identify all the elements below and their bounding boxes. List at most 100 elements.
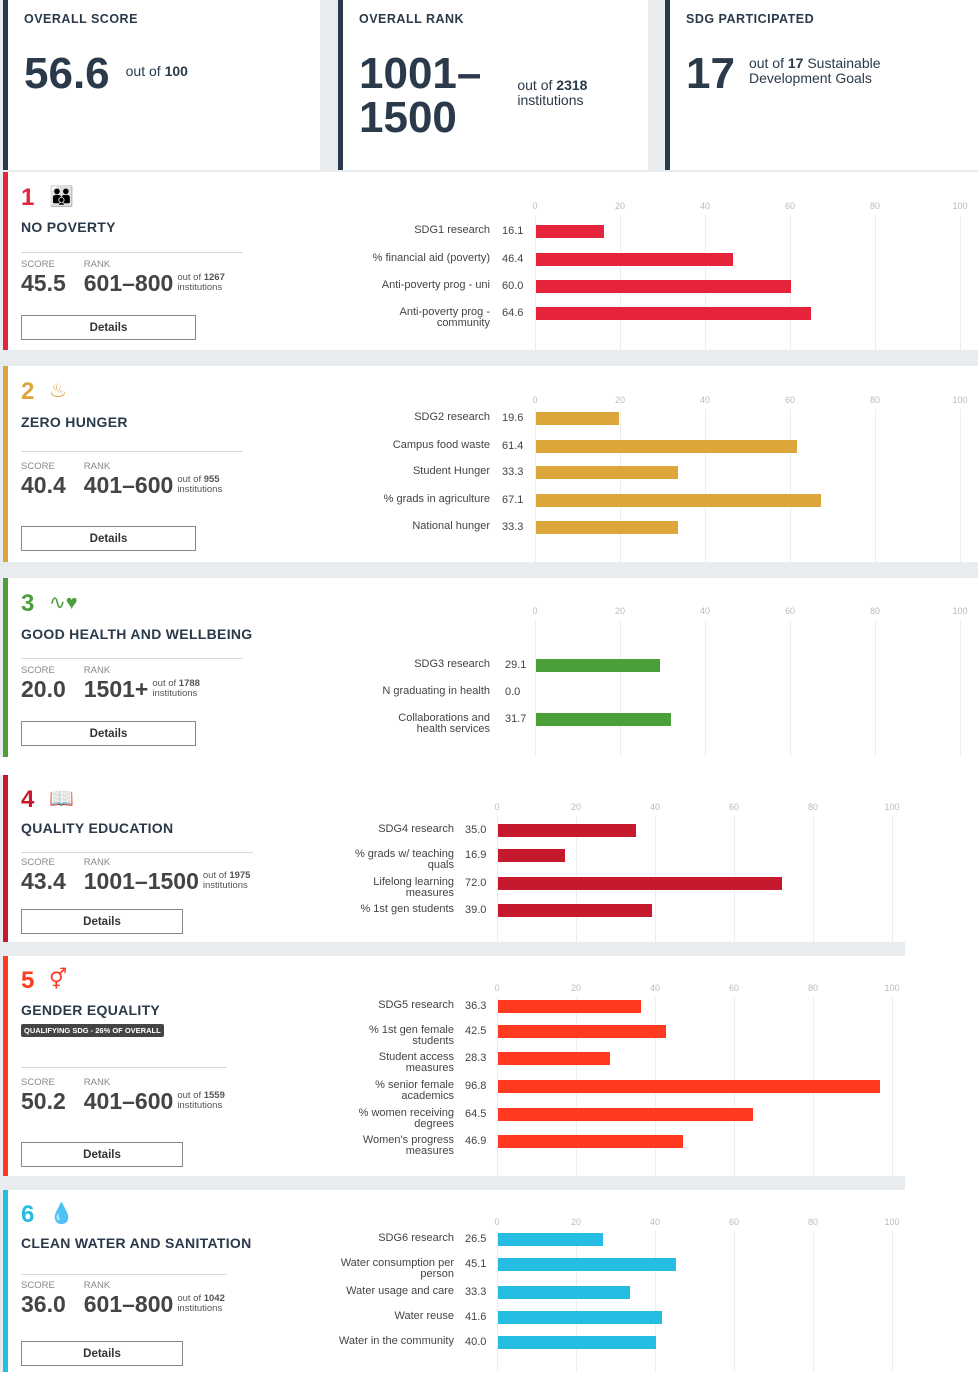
out-of-prefix: out of (177, 1090, 202, 1101)
axis-tick-label: 20 (614, 395, 626, 405)
metric-value: 72.0 (465, 877, 487, 889)
institutions-label: institutions (517, 92, 584, 108)
axis-tick-label: 20 (614, 201, 626, 211)
metric-bar (498, 1311, 663, 1324)
score-rank-row: SCORE 36.0 RANK 601–800 out of 1042 instituti… (21, 1280, 225, 1317)
institutions-label: institutions (177, 1303, 223, 1314)
rank-value: 1001–1500 (83, 868, 199, 894)
rank-line: 601–800 out of 1042 institutions (84, 1291, 225, 1317)
gridline (576, 1231, 577, 1372)
sdg-title[interactable]: QUALITY EDUCATION (21, 820, 174, 836)
metric-label: % grads in agriculture (383, 493, 490, 505)
sdg-title[interactable]: GOOD HEALTH AND WELLBEING (21, 626, 253, 642)
gridline (790, 620, 791, 757)
axis-tick-label: 80 (807, 802, 819, 812)
score-block: SCORE 40.4 (21, 461, 66, 498)
rank-line: 401–600 out of 1559 institutions (84, 1088, 225, 1114)
sdg-title[interactable]: GENDER EQUALITY (21, 1002, 161, 1018)
out-of-prefix: out of (152, 678, 177, 689)
score-label: SCORE (21, 461, 55, 472)
rank-block: RANK 601–800 out of 1267 institutions (84, 259, 225, 296)
sdg-section-6: 6 💧 CLEAN WATER AND SANITATION SCORE 36.0 RAN… (3, 1190, 905, 1372)
metric-label: SDG6 research (378, 1232, 454, 1244)
out-of-prefix: out of (517, 77, 553, 93)
axis-tick-label: 60 (784, 606, 796, 616)
metric-bar (536, 307, 811, 320)
metric-label: Water consumption per person (340, 1257, 454, 1280)
divider (21, 252, 243, 253)
metric-bar (536, 494, 822, 507)
out-of-prefix: out of (125, 63, 161, 79)
sdg-number: 3 (21, 590, 35, 617)
goals-label: Sustainable (807, 55, 881, 71)
out-of-value: 2318 (556, 77, 588, 93)
metric-bar (536, 713, 671, 726)
metric-value: 96.8 (465, 1080, 487, 1092)
metric-bar (498, 1108, 753, 1121)
axis-tick-label: 20 (570, 1217, 582, 1227)
metric-bar (498, 1135, 684, 1148)
score-rank-row: SCORE 43.4 RANK 1001–1500 out of 1975 institu… (21, 857, 250, 894)
metric-value: 28.3 (465, 1052, 487, 1064)
score-value: 45.5 (21, 270, 66, 296)
metric-label: Lifelong learning measures (373, 876, 454, 899)
overall-rank-label: OVERALL RANK (359, 12, 465, 26)
axis-tick-label: 60 (784, 395, 796, 405)
axis-tick-label: 40 (649, 1217, 661, 1227)
gridline (535, 215, 536, 350)
details-button[interactable]: Details (21, 1142, 183, 1167)
score-label: SCORE (21, 665, 55, 676)
axis-tick-label: 0 (494, 983, 500, 993)
details-button[interactable]: Details (21, 526, 196, 551)
gridline (705, 620, 706, 757)
metric-bar (498, 1052, 610, 1065)
metric-bar (536, 440, 797, 453)
metric-bar (498, 1336, 656, 1349)
axis-tick-label: 40 (649, 802, 661, 812)
rank-out-of: out of 1267 institutions (177, 273, 225, 293)
out-of-value: 1788 (178, 678, 200, 689)
metric-label: SDG2 research (414, 411, 490, 423)
rank-block: RANK 401–600 out of 1559 institutions (84, 1077, 225, 1114)
metric-bar (536, 412, 620, 425)
rank-out-of: out of 955 institutions (177, 475, 222, 495)
rank-line: 601–800 out of 1267 institutions (84, 270, 225, 296)
sdg-title[interactable]: CLEAN WATER AND SANITATION (21, 1235, 252, 1251)
metric-label: % grads w/ teaching quals (354, 848, 454, 871)
out-of-value: 955 (203, 474, 220, 485)
metric-value: 46.4 (502, 253, 524, 265)
overall-rank-card: OVERALL RANK 1001– 1500 out of 2318 insti… (338, 0, 648, 170)
metric-bar (536, 225, 605, 238)
sdg-title[interactable]: ZERO HUNGER (21, 414, 128, 430)
metric-label: National hunger (412, 520, 490, 532)
sdg-title[interactable]: NO POVERTY (21, 219, 116, 235)
metric-bar (536, 253, 734, 266)
sdg-section-4: 4 📖 QUALITY EDUCATION SCORE 43.4 RANK 1001–150… (3, 775, 905, 942)
metric-value: 33.3 (465, 1286, 487, 1298)
details-button[interactable]: Details (21, 909, 183, 934)
metric-label: Student Hunger (412, 465, 490, 477)
details-button[interactable]: Details (21, 721, 196, 746)
details-button[interactable]: Details (21, 1341, 183, 1366)
out-of-prefix: out of (202, 870, 227, 881)
axis-tick-label: 80 (807, 1217, 819, 1227)
overall-score-label: OVERALL SCORE (24, 12, 138, 26)
axis-tick-label: 0 (494, 802, 500, 812)
institutions-label: institutions (202, 880, 248, 891)
axis-tick-label: 100 (884, 983, 900, 993)
overall-rank-line2: 1500 (359, 93, 457, 142)
rank-line: 1501+ out of 1788 institutions (84, 676, 200, 702)
rank-block: RANK 1501+ out of 1788 institutions (84, 665, 200, 702)
rank-label: RANK (83, 857, 111, 868)
metric-label: % 1st gen students (360, 903, 454, 915)
sdg-section-3: 3 ∿♥ GOOD HEALTH AND WELLBEING SCORE 20.0 RAN… (3, 578, 978, 757)
score-label: SCORE (21, 857, 55, 868)
overall-rank-out-of: out of 2318 institutions (517, 78, 587, 108)
sdg-section-2: 2 ♨ ZERO HUNGER SCORE 40.4 RANK 401–600 out of … (3, 366, 978, 562)
score-value: 50.2 (21, 1088, 66, 1114)
sdg-number: 1 (21, 184, 35, 211)
metric-value: 64.6 (502, 307, 524, 319)
rank-label: RANK (83, 1280, 111, 1291)
sdg-section-5: 5 ⚥ GENDER EQUALITY QUALIFYING SDG - 26% OF… (3, 956, 905, 1176)
details-button[interactable]: Details (21, 315, 196, 340)
